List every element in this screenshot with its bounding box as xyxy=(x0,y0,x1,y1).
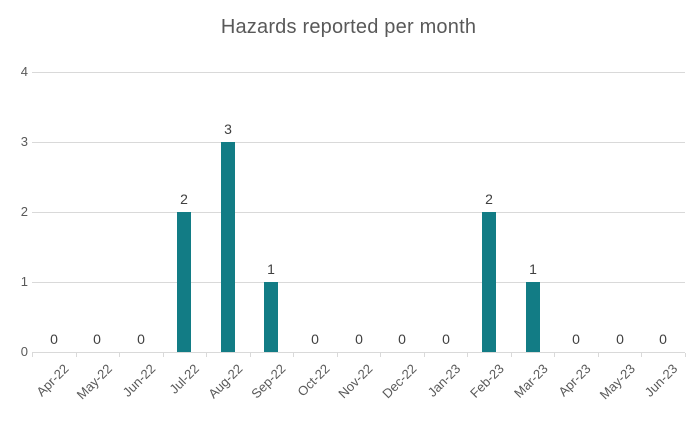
x-axis-tick xyxy=(380,353,381,357)
x-axis-tick xyxy=(554,353,555,357)
data-label-dec-22: 0 xyxy=(398,331,406,347)
data-label-may-22: 0 xyxy=(93,331,101,347)
data-label-aug-22: 3 xyxy=(224,121,232,137)
x-axis-label-dec-22: Dec-22 xyxy=(379,361,420,402)
x-axis-line xyxy=(32,352,685,353)
x-axis-label-feb-23: Feb-23 xyxy=(466,361,507,401)
x-axis-tick xyxy=(685,353,686,357)
data-label-jul-22: 2 xyxy=(180,191,188,207)
bar-jul-22 xyxy=(177,212,191,352)
data-label-jan-23: 0 xyxy=(442,331,450,347)
y-axis-tick-label: 2 xyxy=(20,204,28,219)
x-axis-tick xyxy=(76,353,77,357)
x-axis-label-may-23: May-23 xyxy=(596,361,638,403)
bar-mar-23 xyxy=(526,282,540,352)
data-label-apr-22: 0 xyxy=(50,331,58,347)
x-axis-label-jun-22: Jun-22 xyxy=(119,361,159,400)
data-label-apr-23: 0 xyxy=(572,331,580,347)
x-axis-tick xyxy=(206,353,207,357)
data-label-jun-23: 0 xyxy=(659,331,667,347)
x-axis-tick xyxy=(511,353,512,357)
data-label-nov-22: 0 xyxy=(355,331,363,347)
gridline-y-2 xyxy=(32,212,685,213)
data-label-mar-23: 1 xyxy=(529,261,537,277)
data-label-sep-22: 1 xyxy=(267,261,275,277)
x-axis-label-aug-22: Aug-22 xyxy=(205,361,246,402)
x-axis-tick xyxy=(467,353,468,357)
gridline-y-4 xyxy=(32,72,685,73)
x-axis-label-apr-22: Apr-22 xyxy=(33,361,72,400)
gridline-y-1 xyxy=(32,282,685,283)
x-axis-tick xyxy=(32,353,33,357)
x-axis-label-apr-23: Apr-23 xyxy=(555,361,594,400)
data-label-oct-22: 0 xyxy=(311,331,319,347)
y-axis-tick-label: 4 xyxy=(20,64,28,79)
bar-aug-22 xyxy=(221,142,235,352)
x-axis-label-may-22: May-22 xyxy=(73,361,115,403)
data-label-feb-23: 2 xyxy=(485,191,493,207)
data-label-may-23: 0 xyxy=(616,331,624,347)
y-axis-tick-label: 3 xyxy=(20,134,28,149)
y-axis-tick-label: 0 xyxy=(20,344,28,359)
x-axis-label-jun-23: Jun-23 xyxy=(641,361,681,400)
x-axis-tick xyxy=(163,353,164,357)
gridline-y-3 xyxy=(32,142,685,143)
x-axis-label-oct-22: Oct-22 xyxy=(294,361,333,400)
x-axis-tick xyxy=(293,353,294,357)
x-axis-tick xyxy=(250,353,251,357)
y-axis-tick-label: 1 xyxy=(20,274,28,289)
x-axis-label-jan-23: Jan-23 xyxy=(424,361,464,400)
x-axis-label-sep-22: Sep-22 xyxy=(248,361,289,402)
chart-title: Hazards reported per month xyxy=(220,16,477,38)
x-axis-label-jul-22: Jul-22 xyxy=(165,361,202,397)
x-axis-label-mar-23: Mar-23 xyxy=(510,361,551,401)
bar-sep-22 xyxy=(264,282,278,352)
x-axis-tick xyxy=(119,353,120,357)
x-axis-tick xyxy=(424,353,425,357)
x-axis-tick xyxy=(641,353,642,357)
bar-feb-23 xyxy=(482,212,496,352)
x-axis-tick xyxy=(598,353,599,357)
x-axis-label-nov-22: Nov-22 xyxy=(335,361,376,402)
data-label-jun-22: 0 xyxy=(137,331,145,347)
x-axis-tick xyxy=(337,353,338,357)
